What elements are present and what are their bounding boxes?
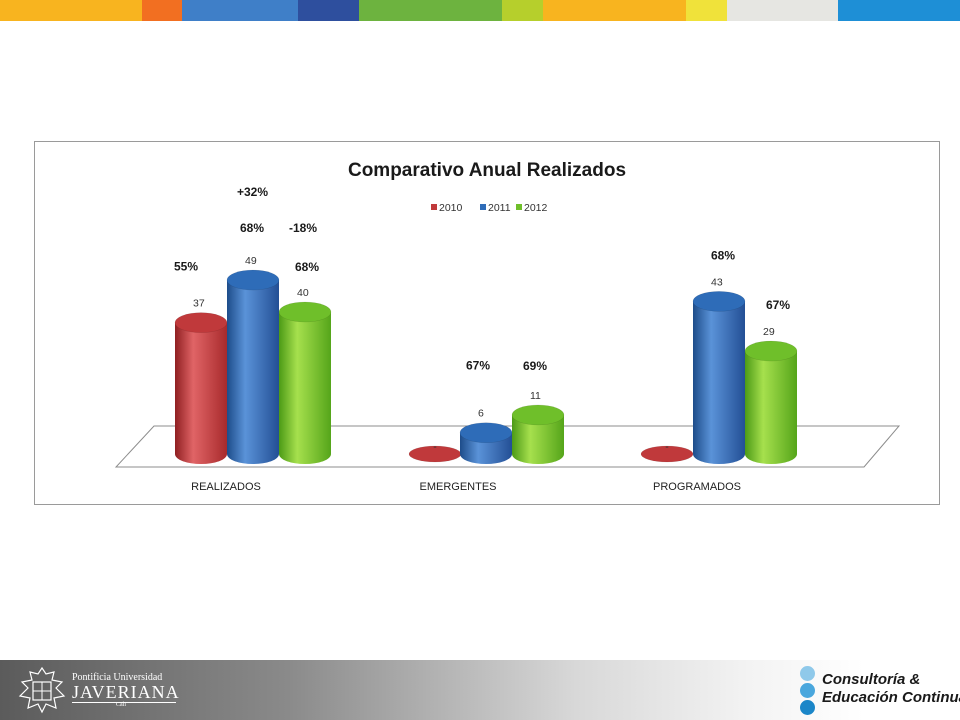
consultoria-line1: Consultoría &	[822, 671, 921, 688]
legend-label: 2012	[524, 202, 548, 214]
data-label: 29	[763, 326, 775, 338]
category-label: EMERGENTES	[419, 481, 496, 493]
university-city: Cali	[116, 702, 126, 708]
bar-body	[227, 280, 279, 464]
chart-annotations: 37 49 40 - 6 11 - 43 29 55% 68% +32% -18% 68% 67% 69% 68…	[174, 185, 790, 453]
university-crest-icon	[18, 666, 66, 714]
legend-label: 2011	[488, 202, 511, 214]
data-label: 11	[530, 390, 541, 402]
data-label: -	[433, 441, 437, 453]
bar-emergentes-2012	[511, 404, 565, 464]
bar-top	[511, 404, 565, 426]
category-label: PROGRAMADOS	[653, 481, 741, 493]
bar-top	[692, 291, 746, 312]
color-bar-segment	[142, 0, 182, 21]
annotation-label: 67%	[466, 359, 490, 373]
bar-realizados-2012	[278, 301, 332, 464]
color-bar-segment	[0, 0, 142, 21]
chart: Comparativo Anual Realizados 2010 2011 201…	[114, 160, 901, 493]
logo-dot-icon	[800, 666, 815, 681]
university-rule	[72, 702, 176, 703]
annotation-label: 69%	[523, 359, 547, 373]
color-bar-segment	[838, 0, 960, 21]
bar-body	[745, 351, 797, 464]
university-name: JAVERIANA	[72, 682, 180, 702]
legend-swatch	[431, 204, 437, 210]
annotation-label: 68%	[240, 221, 264, 235]
annotation-label: 68%	[295, 260, 319, 274]
chart-bars	[174, 269, 798, 464]
bar-body	[279, 312, 331, 464]
bar-body	[175, 322, 227, 464]
legend-swatch	[516, 204, 522, 210]
annotation-label: +32%	[237, 185, 268, 199]
logo-dot-icon	[800, 700, 815, 715]
consultoria-logo: Consultoría & Educación Continua	[798, 664, 960, 718]
data-label: 40	[297, 287, 309, 299]
annotation-label: 55%	[174, 260, 198, 274]
data-label: -	[665, 441, 669, 453]
bar-body	[693, 301, 745, 464]
legend-swatch	[480, 204, 486, 210]
color-bar-segment	[359, 0, 502, 21]
data-label: 43	[711, 276, 723, 288]
bar-realizados-2011	[226, 269, 280, 464]
color-bar-segment	[298, 0, 359, 21]
university-logo: Pontificia Universidad JAVERIANA Cali	[16, 664, 179, 716]
bar-realizados-2010	[174, 312, 228, 464]
university-line1: Pontificia Universidad	[72, 672, 163, 683]
legend-label: 2010	[439, 202, 463, 214]
bar-emergentes-2011	[459, 422, 513, 464]
bar-body	[512, 414, 564, 464]
data-label: 37	[193, 298, 205, 310]
consultoria-line2: Educación Continua	[822, 689, 960, 706]
bar-programados-2011	[692, 291, 746, 464]
color-bar-segment	[182, 0, 298, 21]
bar-top	[226, 269, 280, 291]
top-color-bar	[0, 0, 960, 21]
annotation-label: -18%	[289, 221, 317, 235]
bar-top	[278, 301, 332, 323]
color-bar-segment	[502, 0, 543, 21]
category-label: REALIZADOS	[191, 481, 261, 493]
bar-top	[744, 340, 798, 362]
data-label: 49	[245, 255, 257, 267]
chart-legend: 2010 2011 2012	[431, 202, 548, 214]
annotation-label: 68%	[711, 248, 735, 262]
chart-title: Comparativo Anual Realizados	[348, 160, 626, 181]
color-bar-segment	[543, 0, 686, 21]
bar-top	[459, 422, 513, 443]
data-label: 6	[478, 408, 484, 420]
logo-dot-icon	[800, 683, 815, 698]
color-bar-segment	[727, 0, 838, 21]
bar-programados-2012	[744, 340, 798, 464]
color-bar-segment	[686, 0, 727, 21]
annotation-label: 67%	[766, 298, 790, 312]
category-labels: REALIZADOS EMERGENTES PROGRAMADOS	[191, 481, 741, 493]
bar-top	[174, 312, 228, 333]
